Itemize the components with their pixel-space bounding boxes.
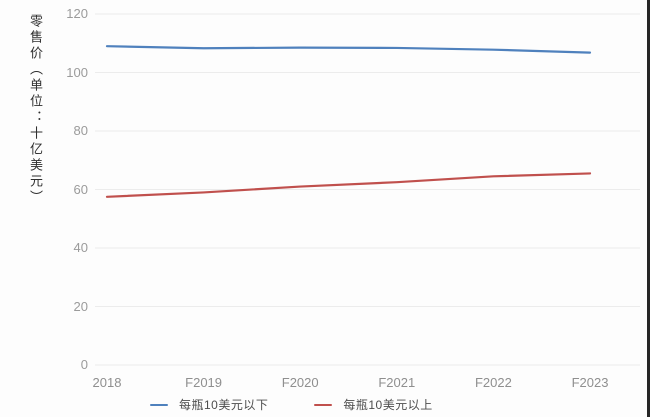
image-right-border	[647, 0, 650, 417]
legend-label: 每瓶10美元以上	[343, 398, 433, 412]
y-tick-label: 120	[66, 6, 88, 21]
y-tick-label: 100	[66, 64, 88, 80]
legend-label: 每瓶10美元以下	[179, 398, 269, 412]
x-tick-label: F2019	[185, 375, 223, 390]
x-tick-label: 2018	[92, 375, 122, 390]
x-tick-label: F2023	[571, 375, 609, 390]
series-line	[105, 172, 592, 198]
y-axis-title: 零售价（单位：十亿美元）	[28, 14, 43, 206]
y-tick-label: 60	[73, 181, 88, 197]
series-line	[105, 45, 592, 54]
x-tick-label: F2021	[378, 375, 416, 390]
y-tick-label: 0	[80, 357, 88, 372]
legend-line-marker	[150, 403, 168, 406]
legend-item: 每瓶10美元以下	[150, 396, 268, 413]
legend-line-marker	[314, 403, 333, 406]
x-tick-label: F2022	[474, 375, 512, 390]
y-tick-label: 80	[73, 123, 88, 138]
y-tick-label: 40	[73, 240, 88, 255]
y-tick-label: 20	[73, 298, 88, 314]
x-tick-label: F2020	[281, 375, 319, 390]
legend-item: 每瓶10美元以上	[314, 396, 432, 413]
legend: 每瓶10美元以下 每瓶10美元以上	[150, 396, 433, 413]
